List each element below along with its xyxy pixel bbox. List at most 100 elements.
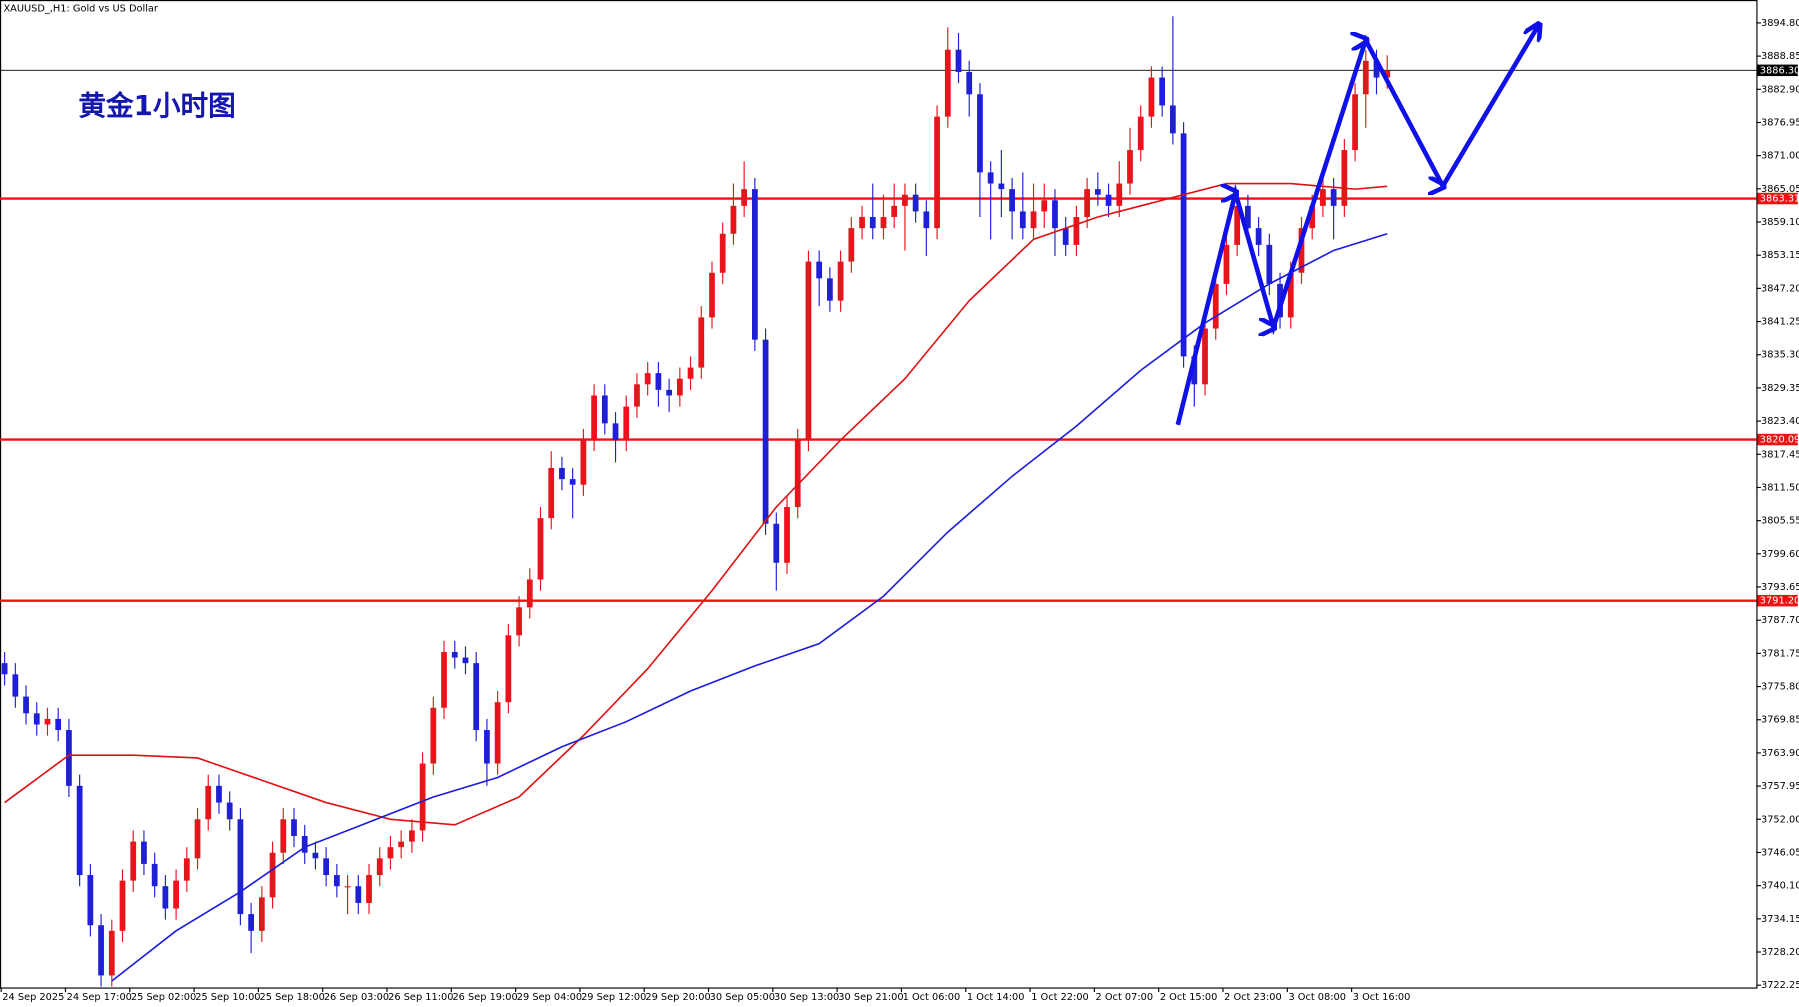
candle-body (1223, 244, 1230, 284)
candle-body (1320, 189, 1326, 206)
y-tick-label: 3728.20 (1761, 947, 1799, 958)
candle-body (291, 819, 297, 837)
x-tick-label: 1 Oct 14:00 (967, 992, 1025, 1003)
x-tick-label: 3 Oct 16:00 (1353, 992, 1411, 1003)
candle-body (1212, 283, 1219, 329)
candle-body (1073, 217, 1080, 245)
candle-body (923, 211, 930, 229)
candle-body (655, 373, 662, 390)
y-tick-label: 3853.15 (1761, 250, 1799, 261)
y-tick-label: 3763.90 (1761, 748, 1799, 759)
candle-body (1030, 211, 1037, 229)
candle-body (1062, 228, 1069, 245)
candle-body (1084, 189, 1091, 218)
candle-body (323, 858, 330, 876)
candle-body (1127, 150, 1133, 184)
candle-body (1009, 189, 1015, 212)
candle-body (1052, 200, 1058, 229)
candle-body (1341, 150, 1348, 206)
candle-body (537, 518, 544, 580)
x-tick-label: 29 Sep 04:00 (517, 992, 582, 1003)
candle-body (162, 886, 169, 909)
candle-body (730, 205, 737, 234)
x-tick-label: 25 Sep 18:00 (260, 992, 325, 1003)
moving-average-line (4, 182, 1388, 826)
candle-body (698, 317, 705, 368)
y-tick-label: 3805.55 (1761, 516, 1799, 527)
candle-body (194, 819, 201, 859)
level-tag (1757, 192, 1798, 205)
candle-body (451, 651, 458, 658)
candle-body (258, 897, 265, 931)
candle-body (773, 523, 780, 563)
y-tick-label: 3775.80 (1761, 682, 1799, 693)
candle-body (891, 205, 898, 218)
x-tick-label: 26 Sep 03:00 (324, 992, 389, 1003)
candle-body (441, 651, 447, 708)
candle-body (1094, 189, 1101, 195)
plot-frame (0, 0, 1758, 989)
candle-body (1169, 105, 1176, 134)
candle-body (1159, 77, 1166, 106)
candle-body (741, 189, 748, 206)
x-tick-label: 2 Oct 23:00 (1224, 992, 1282, 1003)
y-tick-label: 3865.05 (1761, 184, 1799, 195)
level-label: 3863.31 (1760, 194, 1799, 205)
candle-body (44, 718, 51, 725)
candles (1, 16, 1391, 987)
candle-body (108, 930, 115, 976)
candle-body (526, 579, 533, 608)
candle-body (548, 467, 555, 519)
y-tick-label: 3799.60 (1761, 549, 1799, 560)
y-tick-label: 3841.25 (1761, 317, 1799, 328)
candle-body (173, 880, 179, 909)
candle-body (998, 183, 1005, 190)
candle-body (762, 339, 769, 524)
candle-body (848, 228, 855, 262)
candle-body (591, 395, 597, 441)
candle-body (1180, 133, 1187, 357)
y-tick-label: 3793.65 (1761, 582, 1799, 593)
candle-body (269, 852, 276, 898)
y-tick-label: 3882.90 (1761, 84, 1799, 95)
candle-body (141, 841, 147, 864)
candle-body (837, 261, 844, 301)
candle-body (805, 261, 812, 441)
candle-body (966, 72, 973, 95)
candle-body (644, 373, 651, 385)
candle-body (612, 423, 619, 441)
candle-body (816, 261, 823, 279)
level-tag (1757, 64, 1798, 77)
chart-title: XAUUSD_,H1: Gold vs US Dollar (3, 3, 158, 14)
y-tick-label: 3829.35 (1761, 383, 1799, 394)
candle-body (1041, 200, 1048, 212)
chart-annotation: 黄金1小时图 (78, 89, 235, 122)
x-tick-label: 26 Sep 11:00 (388, 992, 453, 1003)
candle-body (516, 607, 522, 636)
candle-body (569, 479, 576, 485)
y-tick-label: 3769.85 (1761, 715, 1799, 726)
candle-body (709, 272, 715, 318)
candle-body (751, 189, 758, 340)
x-tick-label: 3 Oct 08:00 (1288, 992, 1346, 1003)
candle-body (1, 663, 8, 675)
candle-body (205, 785, 212, 820)
candle-body (301, 836, 308, 853)
candle-body (33, 713, 40, 725)
x-tick-label: 25 Sep 10:00 (195, 992, 260, 1003)
level-label: 3820.09 (1760, 435, 1799, 446)
candle-body (559, 467, 565, 480)
candle-body (237, 819, 244, 915)
axes: 3894.80 3888.85 3882.90 3876.95 3871.00 3865.… (0, 18, 1799, 1003)
y-tick-label: 3823.40 (1761, 416, 1799, 427)
candle-body (1255, 228, 1262, 245)
candle-body (977, 94, 983, 173)
candle-body (827, 278, 833, 301)
candle-body (333, 875, 340, 887)
forecast-arrows (1175, 25, 1539, 426)
candle-body (601, 395, 608, 424)
candle-body (880, 217, 887, 229)
x-tick-label: 1 Oct 22:00 (1031, 992, 1089, 1003)
candle-body (248, 914, 255, 931)
candle-body (784, 506, 790, 563)
